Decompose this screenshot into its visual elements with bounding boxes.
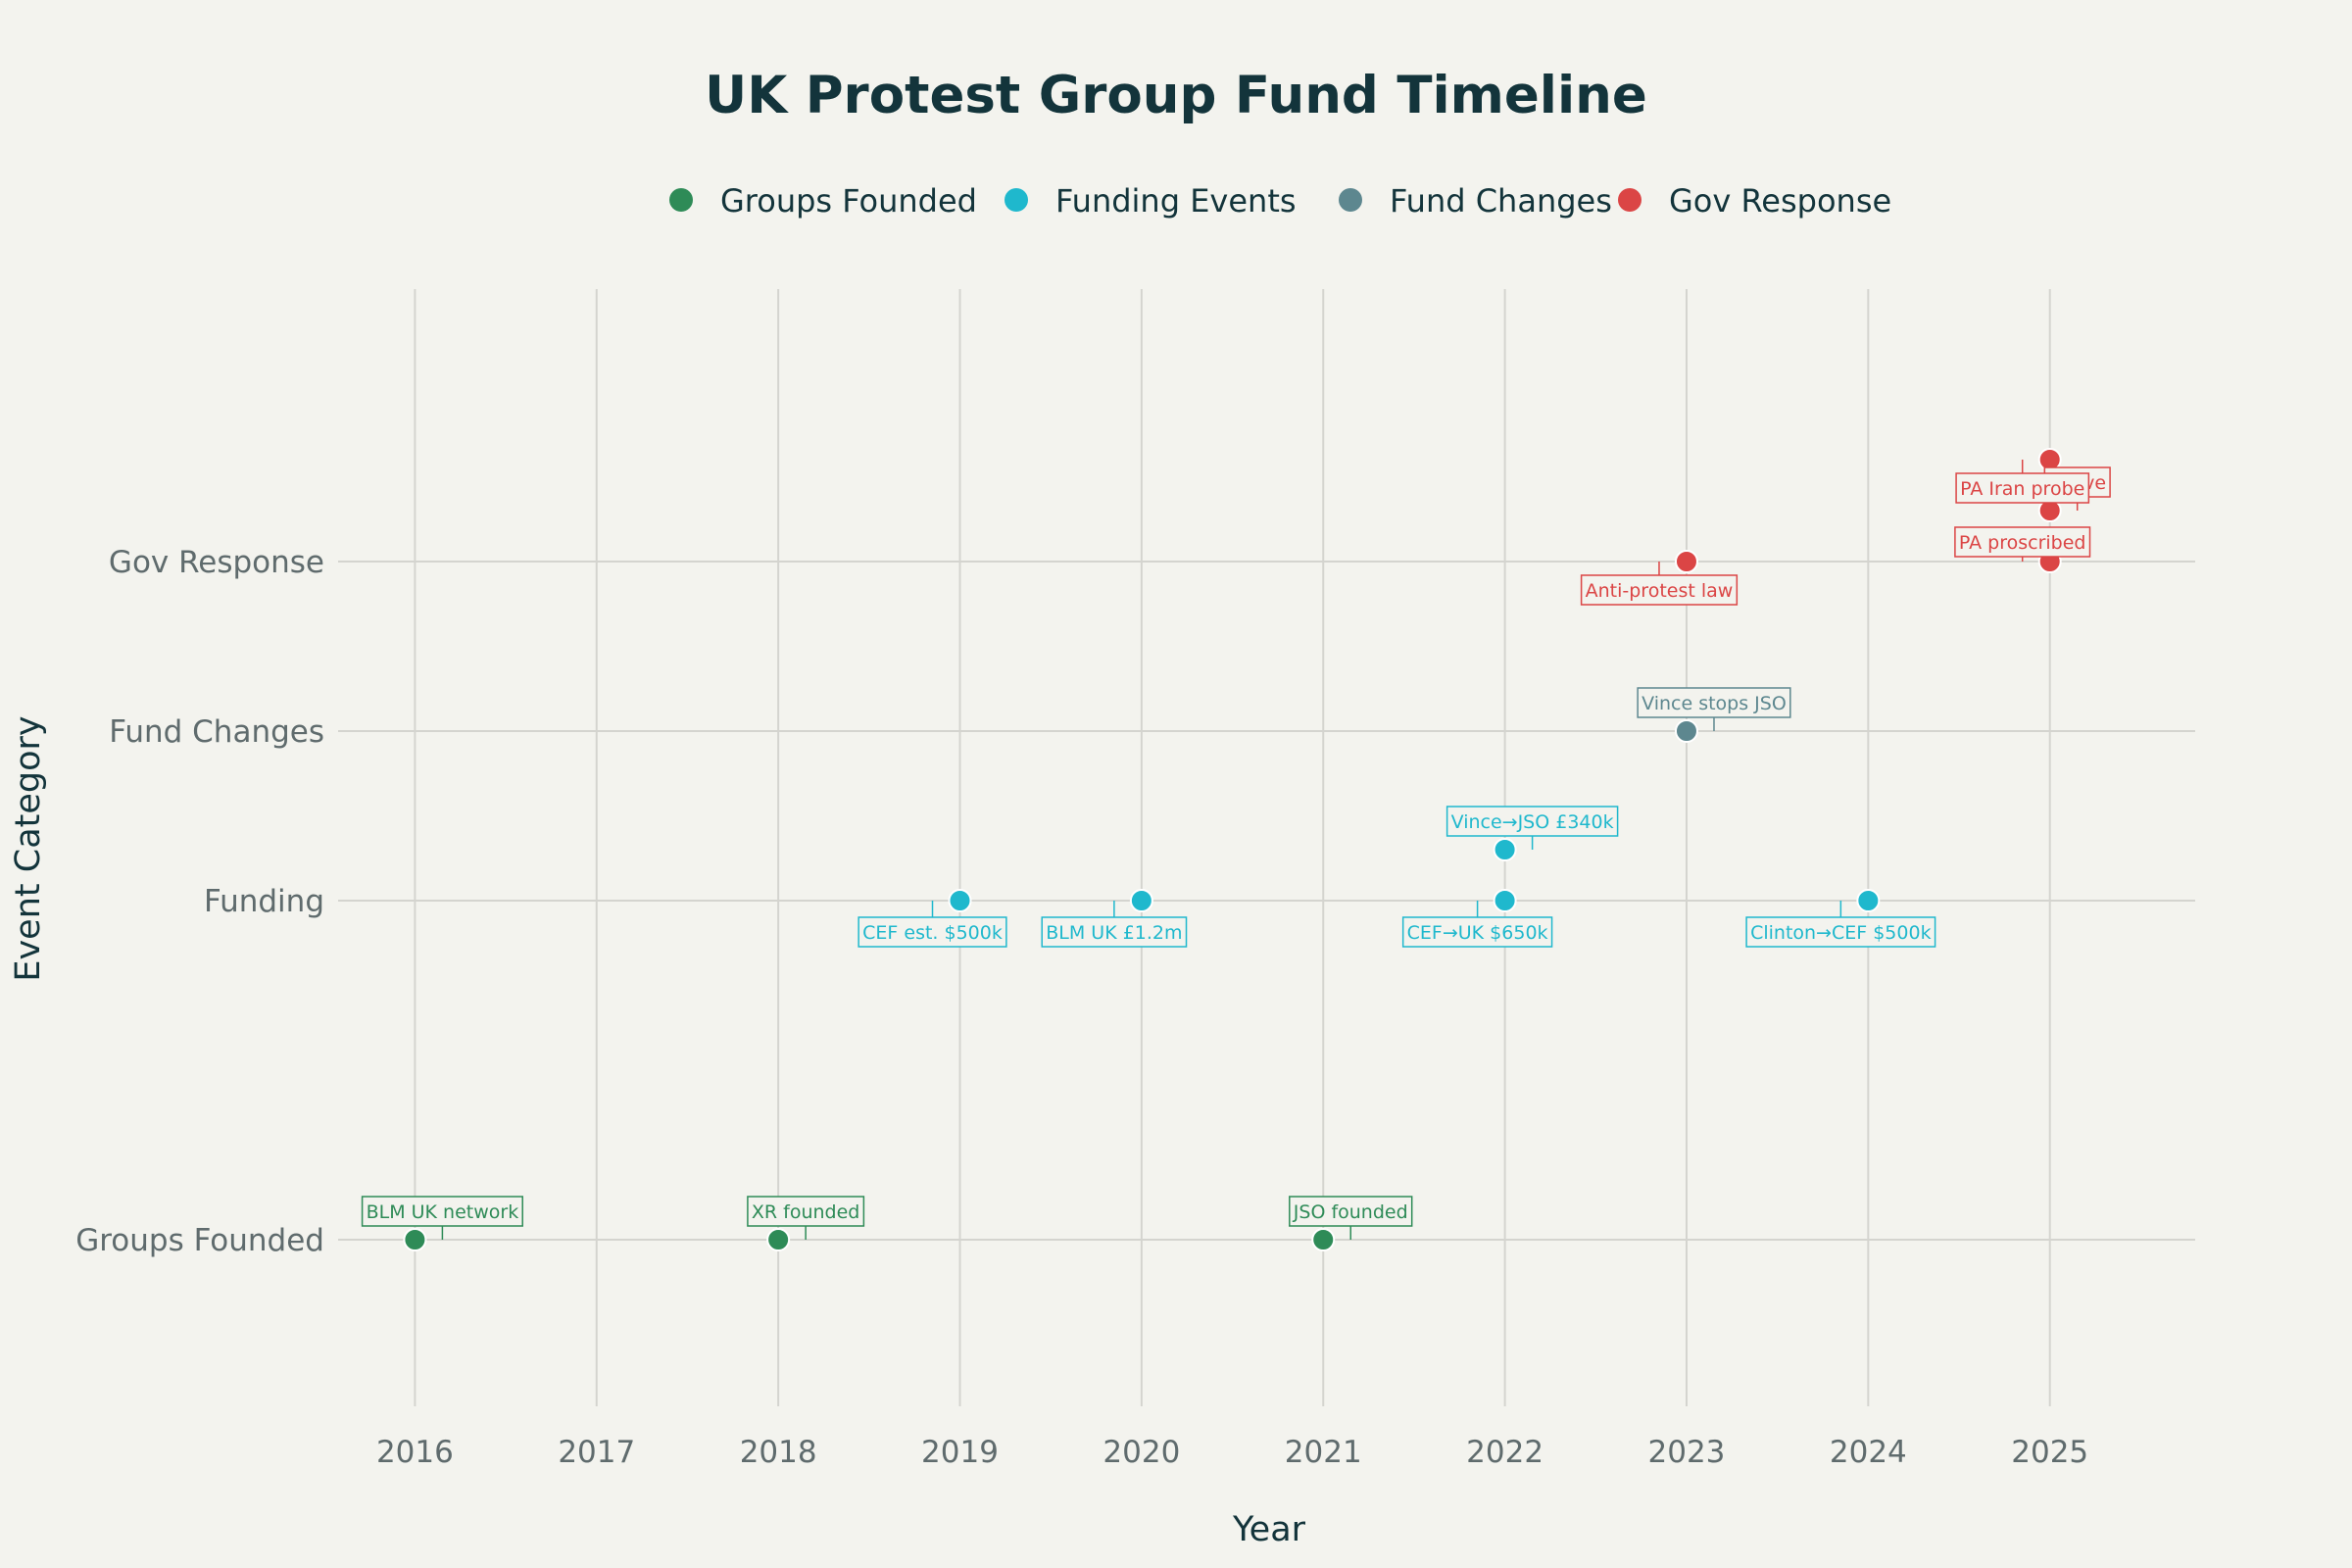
annotations: BLM UK network XR founded JSO founded CEF e… <box>361 460 2111 1240</box>
legend-item[interactable]: Groups Founded <box>669 182 977 220</box>
annotation-label: PA Iran probe <box>1960 478 2084 500</box>
annotation-label: Vince→JSO £340k <box>1451 811 1614 833</box>
annotation-label: BLM UK network <box>367 1201 519 1223</box>
annotation-box <box>1955 472 2090 504</box>
y-tick-label: Groups Founded <box>75 1223 324 1258</box>
data-point[interactable] <box>1674 550 1698 573</box>
annotation: CEF est. $500k <box>858 916 1007 948</box>
annotation-box <box>858 916 1007 948</box>
annotation-box <box>1580 574 1739 606</box>
data-point[interactable] <box>1493 838 1517 861</box>
legend-label: Fund Changes <box>1390 182 1612 220</box>
legend-item[interactable]: Gov Response <box>1618 182 1891 220</box>
annotation: Anti-protest law <box>1580 574 1739 606</box>
annotation-box <box>1289 1196 1413 1227</box>
x-axis-title: Year <box>1232 1510 1306 1549</box>
legend-marker <box>1339 188 1362 212</box>
y-tick-label: Fund Changes <box>109 714 324 750</box>
annotation-box <box>1401 916 1553 948</box>
y-axis-title: Event Category <box>9 715 48 981</box>
annotation-box <box>747 1196 865 1227</box>
gridlines <box>338 289 2195 1406</box>
x-tick-label: 2018 <box>740 1435 817 1470</box>
data-point[interactable] <box>403 1228 427 1251</box>
annotation: BLM UK £1.2m <box>1041 916 1188 948</box>
annotation-label: PA proscribed <box>1959 532 2086 554</box>
data-point[interactable] <box>1493 889 1517 912</box>
annotation-label: Clinton→CEF $500k <box>1750 922 1932 944</box>
annotation: JSO founded <box>1289 1196 1413 1227</box>
annotation: Vince stops JSO <box>1637 687 1791 718</box>
data-point[interactable] <box>1856 889 1881 912</box>
legend-label: Funding Events <box>1055 182 1297 220</box>
x-tick-label: 2021 <box>1285 1435 1362 1470</box>
chart-title: UK Protest Group Fund Timeline <box>705 66 1647 125</box>
data-point[interactable] <box>1311 1228 1336 1251</box>
annotation-box <box>361 1196 523 1227</box>
annotation: XR founded <box>747 1196 865 1227</box>
annotation-label: CEF→UK $650k <box>1407 922 1548 944</box>
annotation-label: Vince stops JSO <box>1642 693 1787 714</box>
annotation-label: JSO founded <box>1293 1201 1408 1223</box>
data-point[interactable] <box>948 889 972 912</box>
annotation: PA Iran probe <box>1955 472 2090 504</box>
x-tick-label: 2017 <box>558 1435 635 1470</box>
x-tick-label: 2020 <box>1102 1435 1180 1470</box>
annotation: CEF→UK $650k <box>1401 916 1553 948</box>
legend-label: Gov Response <box>1669 182 1891 220</box>
x-tick-label: 2019 <box>921 1435 999 1470</box>
x-tick-label: 2023 <box>1648 1435 1726 1470</box>
data-point[interactable] <box>1674 719 1698 743</box>
x-tick-label: 2025 <box>2011 1435 2088 1470</box>
annotation-box <box>1446 806 1619 837</box>
annotation-label: BLM UK £1.2m <box>1046 922 1182 944</box>
x-tick-label: 2024 <box>1830 1435 1907 1470</box>
annotation-box <box>1745 916 1936 948</box>
annotation: BLM UK network <box>361 1196 523 1227</box>
annotation: Vince→JSO £340k <box>1446 806 1619 837</box>
annotation-label: CEF est. $500k <box>862 922 1003 944</box>
y-tick-label: Gov Response <box>109 545 324 580</box>
legend-label: Groups Founded <box>720 182 977 220</box>
annotation-box <box>1041 916 1188 948</box>
legend-marker <box>1618 188 1642 212</box>
annotation: Clinton→CEF $500k <box>1745 916 1936 948</box>
y-tick-label: Funding <box>204 884 324 919</box>
annotation-label: XR founded <box>752 1201 859 1223</box>
annotation-box <box>1954 526 2091 558</box>
data-point[interactable] <box>1129 889 1153 912</box>
legend-item[interactable]: Fund Changes <box>1339 182 1612 220</box>
x-tick-label: 2016 <box>376 1435 454 1470</box>
legend-item[interactable]: Funding Events <box>1004 182 1297 220</box>
axes: 2016 2017 2018 2019 2020 2021 2022 2023 2024 2025… <box>75 545 2088 1470</box>
annotation: PA proscribed <box>1954 526 2091 558</box>
legend-marker <box>1004 188 1028 212</box>
annotation-box <box>1637 687 1791 718</box>
x-tick-label: 2022 <box>1466 1435 1544 1470</box>
data-marks <box>403 448 2062 1251</box>
legend-marker <box>669 188 693 212</box>
data-point[interactable] <box>766 1228 791 1251</box>
legend: Groups Founded Funding Events Fund Changes… <box>669 182 1891 220</box>
annotation-label: Anti-protest law <box>1586 580 1734 602</box>
